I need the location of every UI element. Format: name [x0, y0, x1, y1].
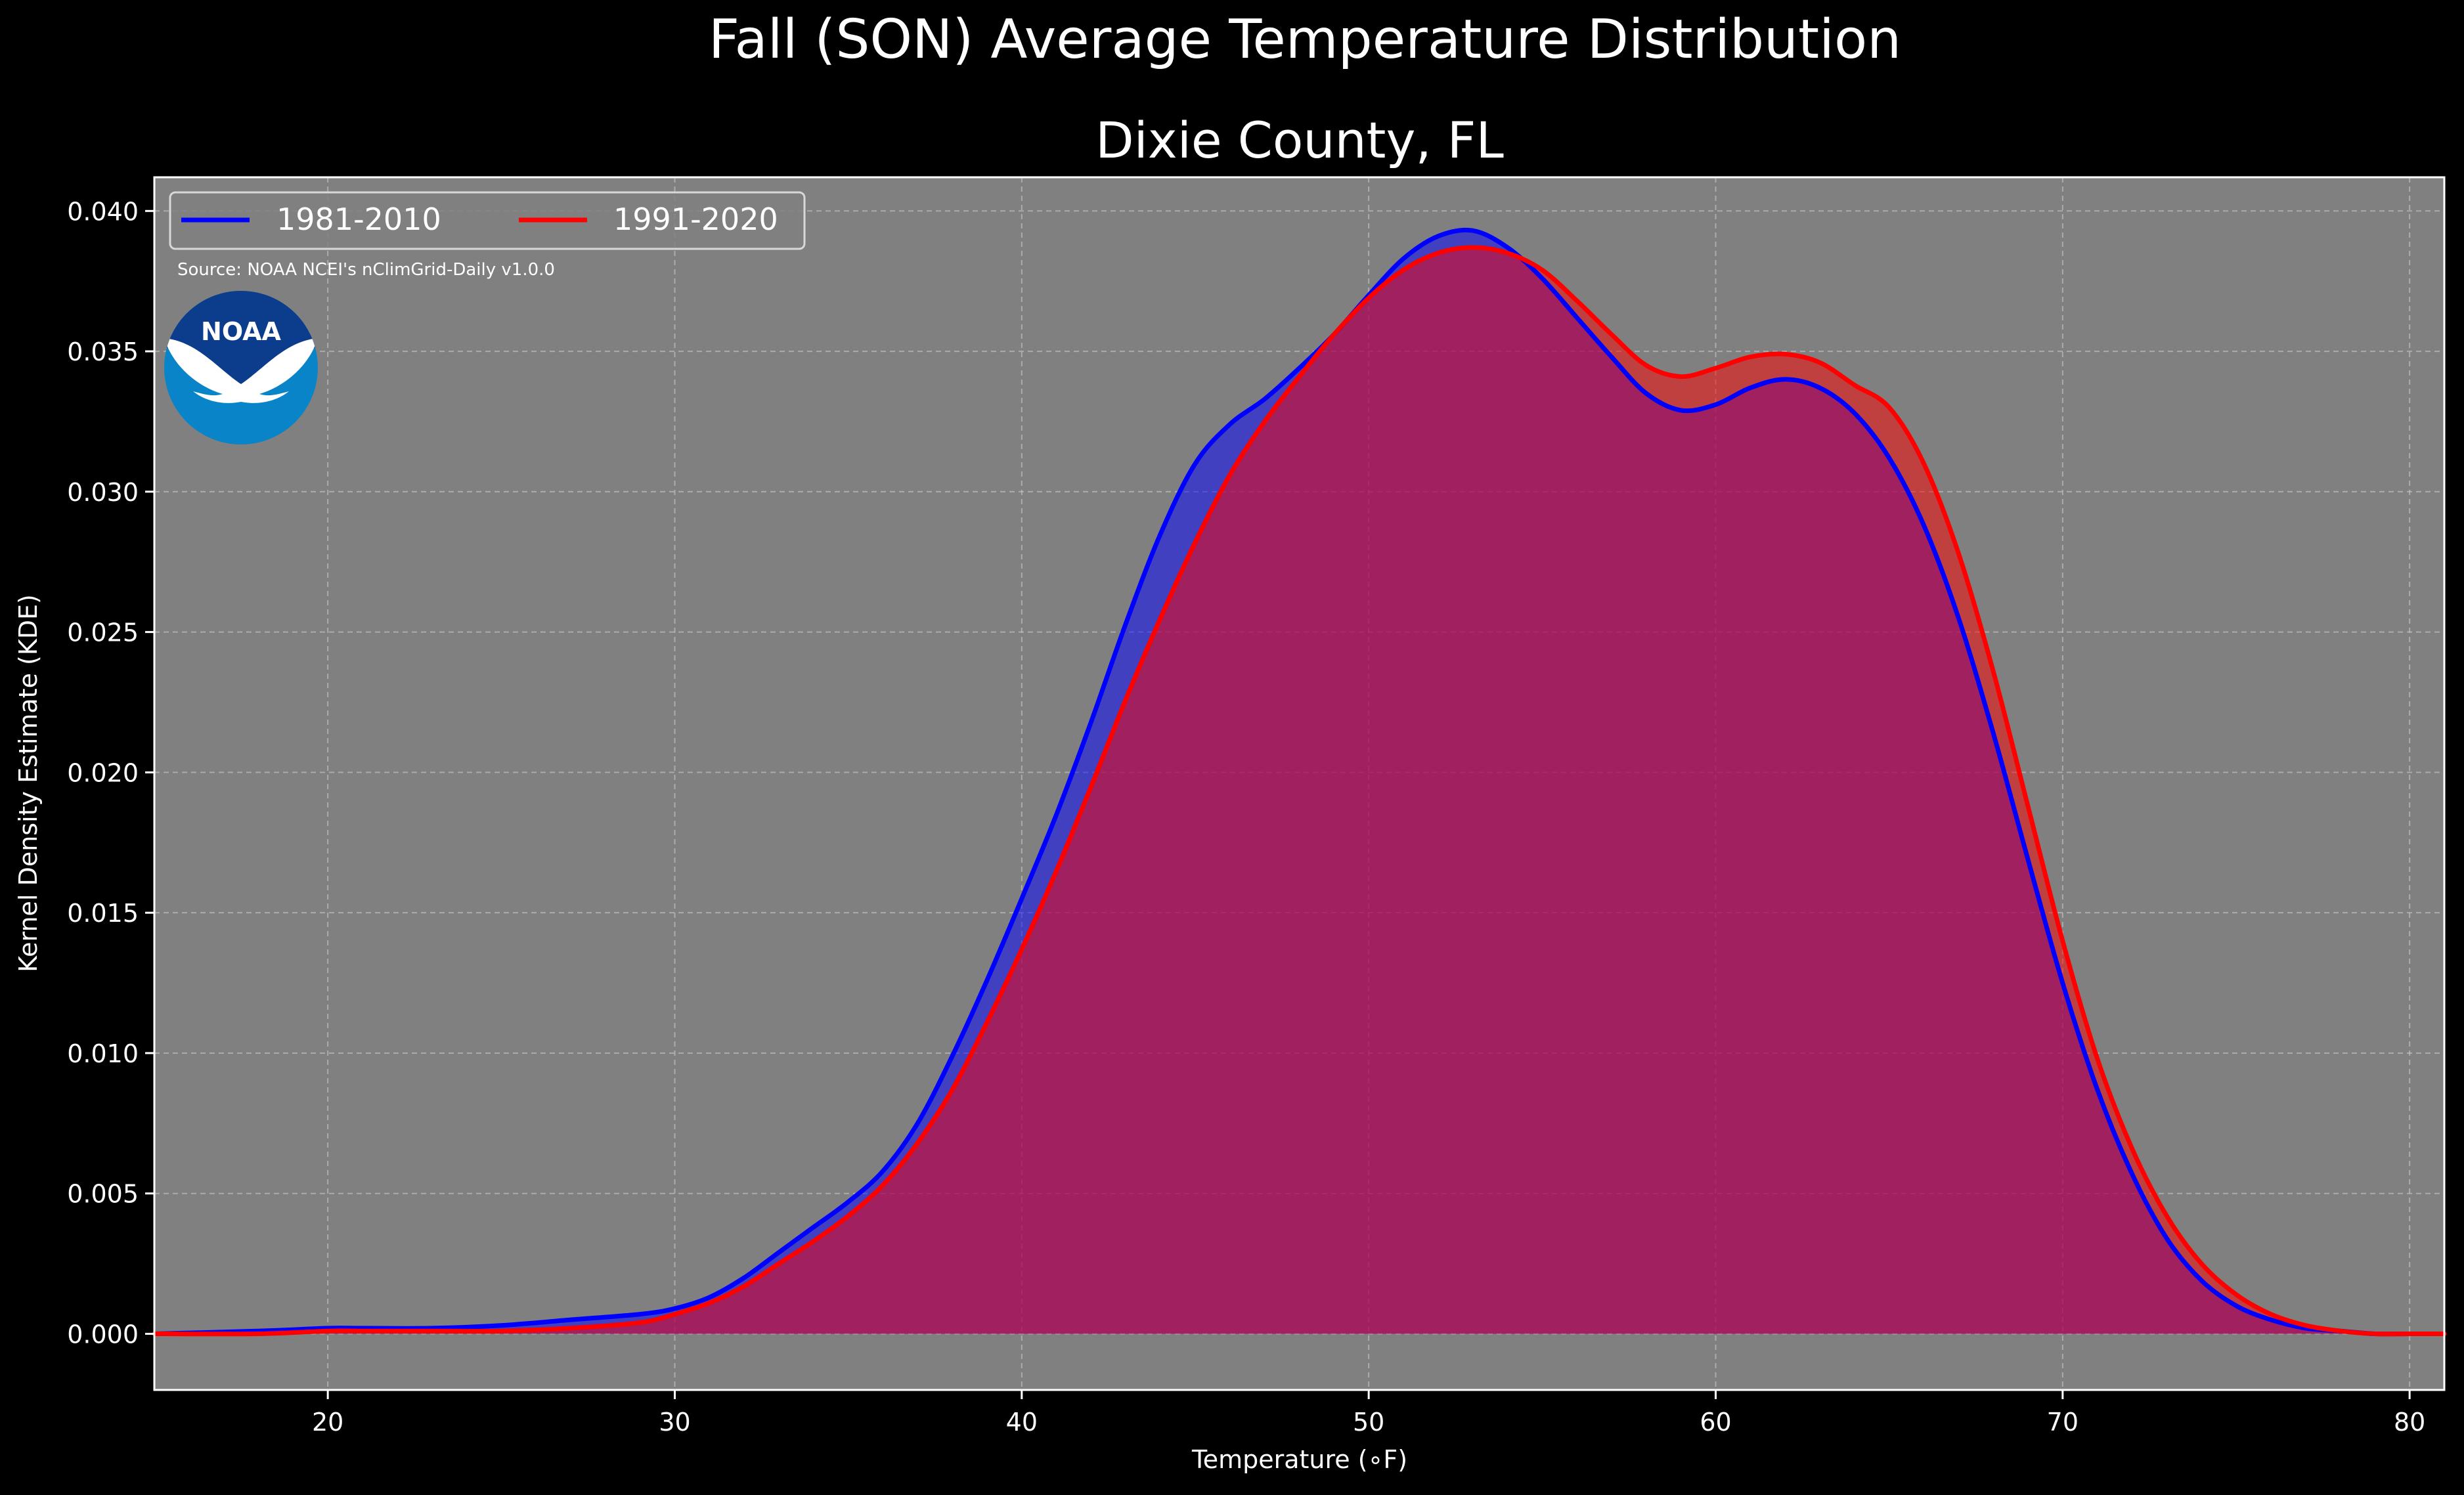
- y-tick-label-0.005: 0.005: [67, 1180, 139, 1209]
- noaa-logo-text: NOAA: [201, 317, 281, 346]
- x-tick-label-80: 80: [2394, 1408, 2425, 1437]
- x-tick-label-70: 70: [2047, 1408, 2079, 1437]
- noaa-logo: NOAA: [164, 291, 318, 444]
- legend-box: [169, 191, 806, 250]
- source-note: Source: NOAA NCEI's nClimGrid-Daily v1.0…: [177, 260, 555, 280]
- y-tick-label-0.020: 0.020: [67, 758, 139, 787]
- plot-frame: [153, 176, 2446, 1391]
- y-axis-label: Kernel Density Estimate (KDE): [14, 594, 43, 972]
- x-tick-label-20: 20: [312, 1408, 343, 1437]
- series-2-area: [154, 247, 2444, 1334]
- legend-label-series-2: 1991-2020: [613, 202, 778, 237]
- y-tick-label-0.035: 0.035: [67, 337, 139, 366]
- y-tick-label-0.015: 0.015: [67, 899, 139, 928]
- x-tick-label-50: 50: [1353, 1408, 1384, 1437]
- series-2-line: [152, 245, 2447, 1337]
- y-tick-label-0.030: 0.030: [67, 478, 139, 507]
- series-1-line: [152, 227, 2447, 1337]
- y-tick-label-0.000: 0.000: [67, 1320, 139, 1349]
- x-tick-label-30: 30: [659, 1408, 690, 1437]
- y-tick-label-0.010: 0.010: [67, 1039, 139, 1068]
- y-tick-label-0.040: 0.040: [67, 197, 139, 226]
- legend: 1981-2010 1991-2020: [169, 191, 806, 250]
- axes-subtitle: Dixie County, FL: [1095, 111, 1504, 169]
- legend-label-series-1: 1981-2010: [276, 202, 441, 237]
- axis-ticks: 20 30 40 50 60 70 80 0.000 0.005 0.010 0.015 0.020 0…: [67, 197, 2425, 1437]
- x-tick-label-40: 40: [1006, 1408, 1038, 1437]
- figure-title: Fall (SON) Average Temperature Distribut…: [709, 9, 1901, 71]
- density-fills: [154, 230, 2444, 1334]
- density-lines: [152, 227, 2447, 1337]
- x-tick-label-60: 60: [1700, 1408, 1731, 1437]
- noaa-logo-gull: [164, 338, 318, 403]
- x-axis-label: Temperature (∘F): [1191, 1445, 1407, 1474]
- y-tick-label-0.025: 0.025: [67, 618, 139, 647]
